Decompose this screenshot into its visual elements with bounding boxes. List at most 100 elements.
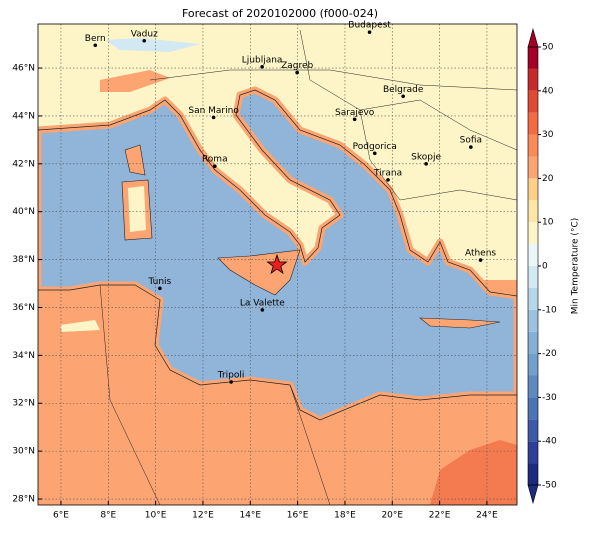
- y-tick-label: 28°N: [12, 495, 35, 505]
- colorbar-tick-label: -40: [542, 437, 557, 447]
- colorbar-extend: [527, 484, 539, 505]
- colorbar-bin: [528, 397, 538, 420]
- city-dot: [424, 162, 428, 166]
- y-tick-label: 32°N: [12, 399, 35, 409]
- city-label: Skopje: [411, 152, 441, 162]
- city-dot: [469, 145, 473, 149]
- colorbar-bin: [528, 309, 538, 332]
- colorbar-bin: [528, 441, 538, 464]
- colorbar-tick-label: 10: [542, 218, 554, 228]
- event-marker: [266, 253, 288, 275]
- x-tick-label: 8°E: [100, 511, 116, 521]
- map-title: Forecast of 2020102000 (f000-024): [182, 7, 378, 20]
- colorbar-tick-label: 0: [542, 262, 548, 272]
- city-dot: [93, 43, 98, 48]
- colorbar-bin: [528, 375, 538, 398]
- city-dot: [260, 308, 265, 312]
- map-frame: [37, 23, 518, 506]
- cold-area: [105, 38, 200, 52]
- city-dot: [229, 380, 233, 384]
- city-label: Ljubljana: [242, 55, 283, 65]
- colorbar-bin: [528, 178, 538, 201]
- x-tick-label: 20°E: [381, 511, 403, 521]
- city-label: Sarajevo: [335, 108, 375, 118]
- x-tick-label: 6°E: [53, 511, 69, 521]
- colorbar-bin: [528, 222, 538, 245]
- colorbar-label: Min Temperature (°C): [571, 218, 581, 315]
- city-label: Athens: [465, 249, 496, 259]
- island: [124, 144, 146, 176]
- y-tick-label: 30°N: [12, 447, 35, 457]
- colorbar-tick-label: 40: [542, 86, 554, 96]
- colorbar-bin: [528, 90, 538, 113]
- coastline: [38, 89, 517, 421]
- city-label: Zagreb: [281, 61, 313, 71]
- y-tick-label: 42°N: [12, 159, 35, 169]
- colorbar-bin: [528, 244, 538, 266]
- colorbar-tick-label: -20: [542, 349, 557, 359]
- city-label: Tunis: [148, 277, 172, 287]
- city-label: Tripoli: [217, 370, 245, 380]
- colorbar-bin: [528, 287, 538, 310]
- colorbar-tick-label: 20: [542, 174, 554, 184]
- city-dot: [142, 38, 147, 43]
- colorbar-bin: [528, 68, 538, 91]
- y-tick-label: 34°N: [12, 351, 35, 361]
- x-tick-label: 12°E: [192, 511, 214, 521]
- city-label: Podgorica: [353, 142, 397, 152]
- city-dot: [352, 117, 357, 122]
- city-dot: [386, 178, 390, 182]
- x-tick-label: 14°E: [239, 511, 261, 521]
- warm-area: [430, 440, 517, 505]
- warm-area: [38, 325, 100, 350]
- warm-area: [100, 70, 170, 92]
- colorbar-bin: [528, 47, 538, 69]
- colorbar-extend: [527, 27, 539, 48]
- island-interior: [128, 186, 146, 232]
- borders: [99, 29, 517, 505]
- city-dot: [295, 70, 299, 75]
- city-label: Roma: [202, 155, 228, 165]
- map-area: [38, 24, 517, 505]
- city-label: La Valette: [240, 298, 285, 308]
- x-tick-label: 10°E: [145, 511, 167, 521]
- city-dot: [212, 164, 217, 169]
- city-label: Sofia: [460, 136, 482, 146]
- island: [419, 317, 501, 329]
- city-dot: [211, 115, 216, 120]
- y-tick-label: 44°N: [12, 111, 35, 121]
- colorbar-bin: [528, 463, 538, 485]
- colorbar-bin: [528, 200, 538, 223]
- city-dot: [372, 151, 377, 156]
- colorbar-tick-label: -30: [542, 393, 557, 403]
- cool-area: [60, 320, 100, 332]
- x-tick-label: 16°E: [287, 511, 309, 521]
- colorbar-tick-label: 50: [542, 43, 554, 53]
- y-tick-label: 36°N: [12, 303, 35, 313]
- city-label: Vaduz: [131, 29, 158, 39]
- colorbar-tick-label: -50: [542, 481, 557, 491]
- colorbar-bin: [528, 156, 538, 179]
- city-label: Belgrade: [383, 85, 424, 95]
- x-tick-label: 18°E: [334, 511, 356, 521]
- y-tick-label: 38°N: [12, 255, 35, 265]
- city-label: Bern: [85, 34, 106, 44]
- colorbar-bin: [528, 134, 538, 157]
- city-label: Tirana: [373, 168, 402, 178]
- city-dot: [158, 286, 162, 291]
- y-tick-label: 46°N: [12, 64, 35, 74]
- city-dot: [260, 65, 264, 69]
- colorbar-tick-label: -10: [542, 305, 557, 315]
- y-tick-label: 40°N: [12, 207, 35, 217]
- city-dot: [401, 94, 405, 99]
- x-tick-label: 22°E: [429, 511, 451, 521]
- colorbar-bin: [528, 353, 538, 376]
- city-label: Budapest: [348, 21, 391, 31]
- colorbar-bin: [528, 331, 538, 354]
- colorbar-bin: [528, 112, 538, 135]
- colorbar-tick-label: 30: [542, 130, 554, 140]
- colorbar-bin: [528, 266, 538, 288]
- city-dot: [478, 258, 483, 262]
- x-tick-label: 24°E: [476, 511, 498, 521]
